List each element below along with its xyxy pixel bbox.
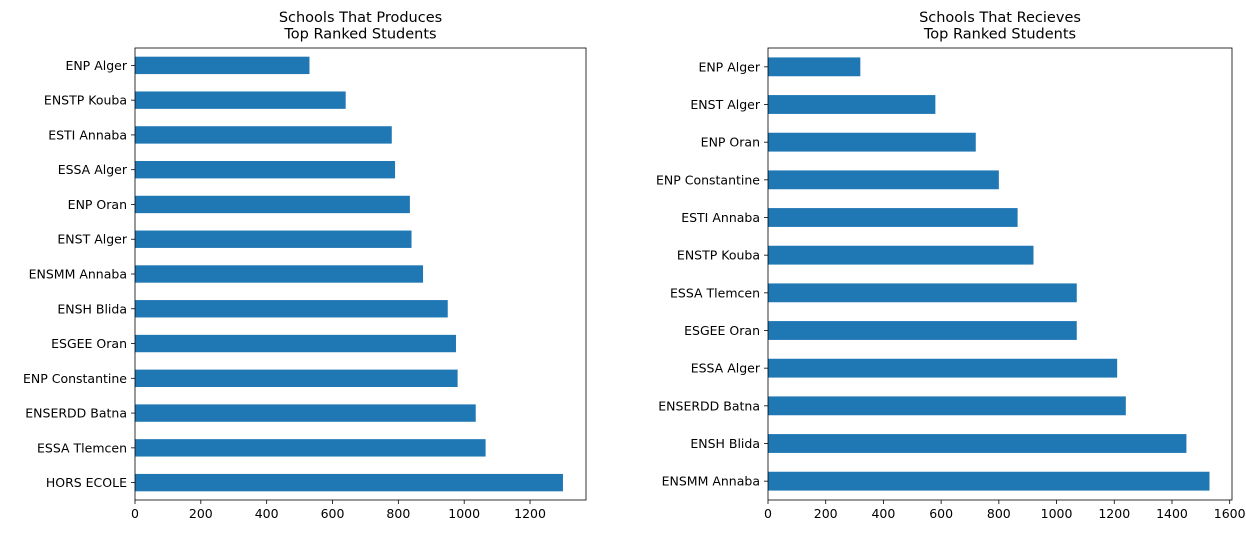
y-tick-label: ENST Alger [57,232,127,247]
plot-frame-produces [134,47,587,501]
bar-enst-alger [768,95,936,114]
y-tick-label: ESGEE Oran [51,336,127,351]
y-tick-label: ESTI Annaba [681,210,760,225]
y-tick-label: ENST Alger [690,97,760,112]
bar-ensmm-annaba [768,471,1210,491]
x-tick-label: 600 [321,506,345,521]
y-tick-label: ESTI Annaba [48,127,127,142]
y-tick-label: ESSA Tlemcen [670,285,760,300]
bar-essa-alger [768,358,1118,378]
bar-esti-annaba [135,126,392,144]
y-tick-label: ENP Constantine [23,371,127,386]
bar-essa-tlemcen [768,283,1077,303]
plot-frame-recieves [767,47,1233,501]
y-tick-label: ENSERDD Batna [25,406,127,421]
bar-ensh-blida [768,434,1187,453]
bar-ensmm-annaba [135,265,424,283]
y-tick-label: ENP Oran [68,197,127,212]
bar-enp-oran [135,195,410,214]
x-tick-label: 1400 [1156,506,1188,521]
bar-enp-alger [135,56,310,75]
y-tick-label: ENP Alger [65,58,127,73]
x-tick-label: 0 [131,506,139,521]
bar-enserdd-batna [768,396,1126,416]
bar-enp-constantine [768,170,999,190]
x-tick-label: 1000 [448,506,480,521]
bar-essa-alger [135,161,396,179]
y-tick-label: ESSA Alger [58,162,128,177]
x-tick-label: 200 [189,506,213,521]
y-tick-label: ENSH Blida [57,301,127,316]
y-tick-label: ENSERDD Batna [658,398,760,413]
bar-enp-oran [768,132,976,152]
y-tick-label: ENP Oran [701,135,760,150]
y-tick-label: ENSH Blida [690,436,760,451]
x-tick-label: 600 [929,506,953,521]
y-tick-label: ENSTP Kouba [44,93,127,108]
bar-essa-tlemcen [135,439,486,457]
chart-title-line: Schools That Recieves [919,10,1081,26]
x-tick-label: 1200 [1098,506,1130,521]
bar-enp-alger [768,57,861,77]
bar-esti-annaba [768,208,1018,227]
bar-enp-constantine [135,369,458,387]
y-tick-label: ENSTP Kouba [677,248,760,263]
y-tick-label: ESSA Alger [691,361,761,376]
chart-title-line: Schools That Produces [279,10,442,26]
x-tick-label: 1600 [1214,506,1246,521]
x-tick-label: 1200 [514,506,546,521]
bar-esgee-oran [768,321,1077,340]
y-tick-label: HORS ECOLE [46,475,127,490]
bar-enst-alger [135,230,412,248]
y-tick-label: ENP Constantine [656,172,760,187]
x-tick-label: 800 [987,506,1011,521]
y-tick-label: ENSMM Annaba [29,267,127,282]
x-tick-label: 200 [814,506,838,521]
x-tick-label: 0 [764,506,772,521]
x-tick-label: 400 [871,506,895,521]
chart-title-line: Top Ranked Students [283,27,436,43]
y-tick-label: ESGEE Oran [684,323,760,338]
bar-enstp-kouba [768,245,1034,265]
x-tick-label: 400 [255,506,279,521]
bar-ensh-blida [135,300,448,318]
x-tick-label: 800 [386,506,410,521]
y-tick-label: ENSMM Annaba [662,474,760,489]
y-tick-label: ENP Alger [698,59,760,74]
bar-enstp-kouba [135,91,346,109]
bar-hors-ecole [135,473,563,492]
y-tick-label: ESSA Tlemcen [37,440,127,455]
bar-enserdd-batna [135,404,476,422]
bar-esgee-oran [135,334,456,353]
x-tick-label: 1000 [1041,506,1073,521]
chart-title-line: Top Ranked Students [923,27,1076,43]
